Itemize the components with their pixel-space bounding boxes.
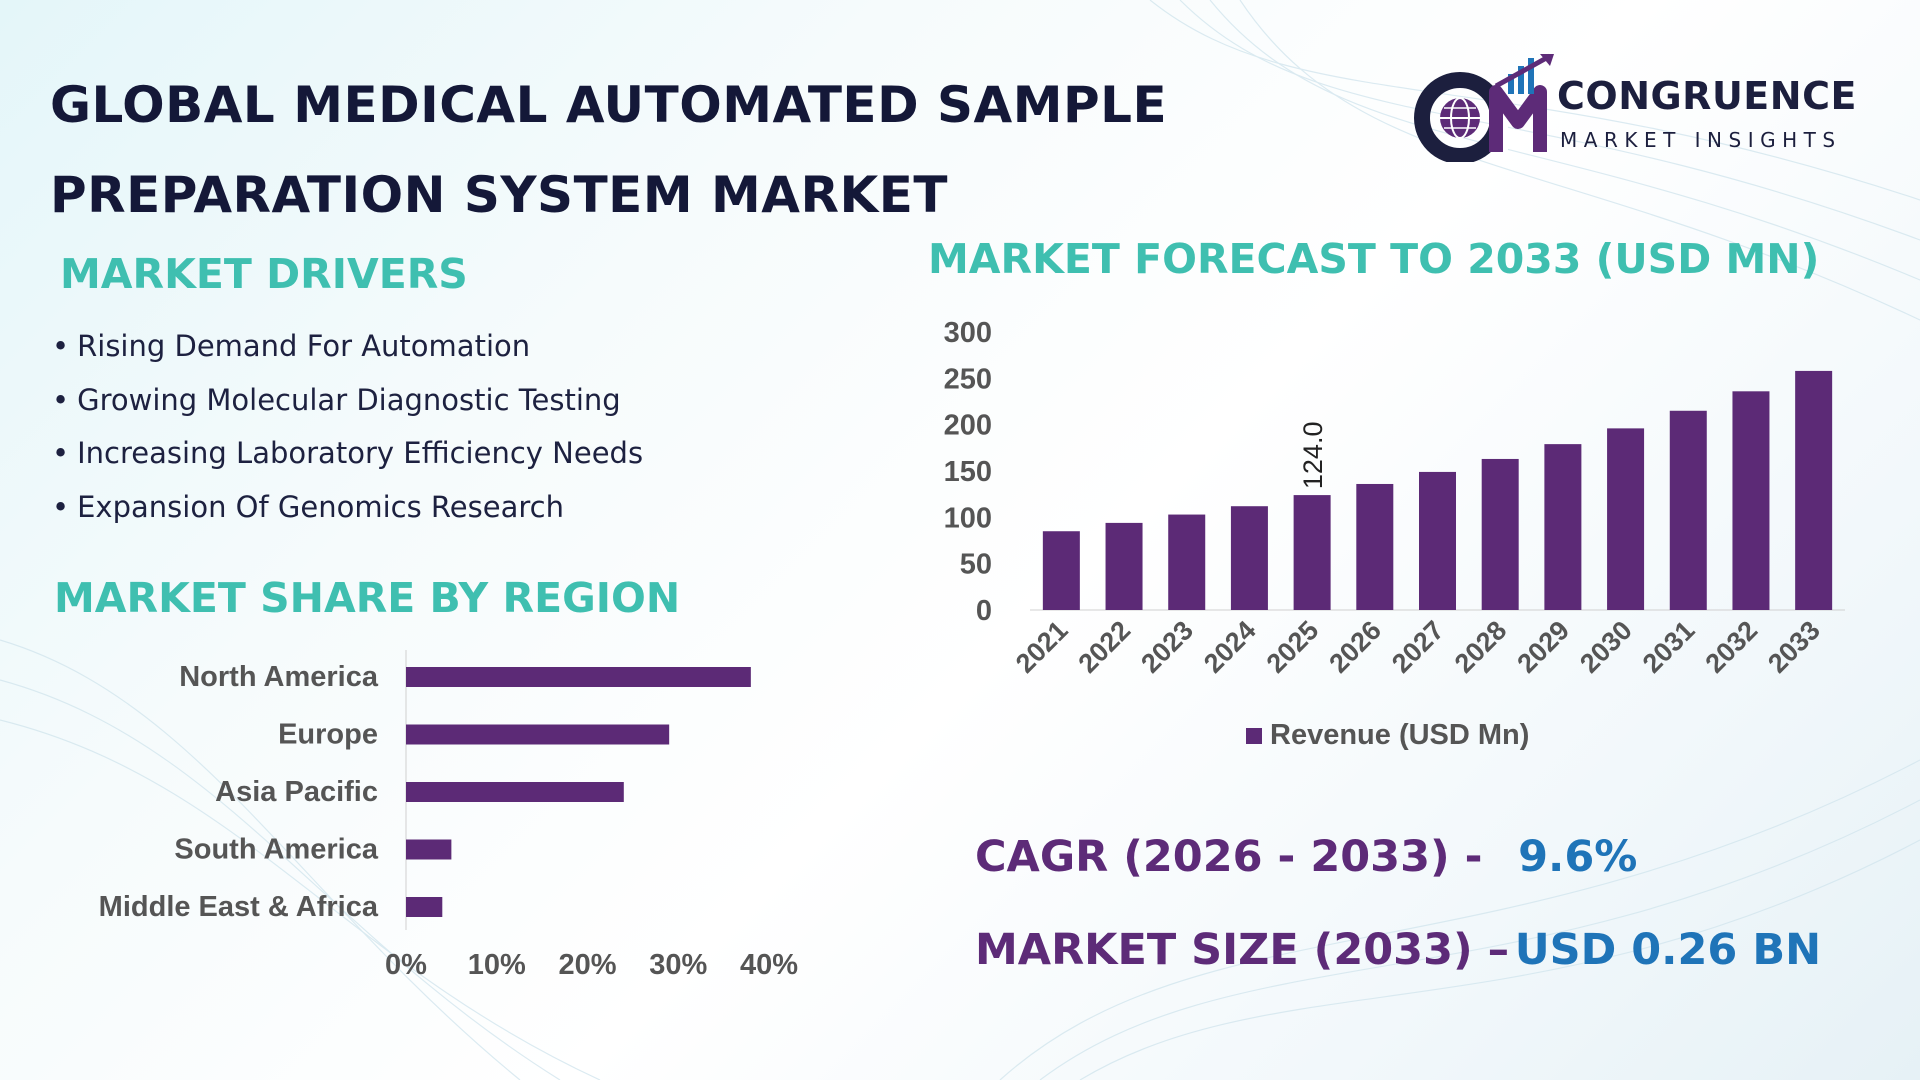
market-size-label: MARKET SIZE (2033) – bbox=[975, 925, 1510, 975]
bullet-point: • bbox=[52, 489, 70, 524]
forecast-category-label: 2032 bbox=[1700, 615, 1764, 679]
forecast-bar bbox=[1481, 458, 1519, 610]
region-share-chart: North America Europe Asia Pacific South Ame… bbox=[99, 650, 798, 981]
region-bar bbox=[406, 667, 751, 687]
drivers-list: • Rising Demand For Automation • Growing M… bbox=[52, 322, 643, 536]
cagr-value: 9.6% bbox=[1518, 832, 1638, 882]
driver-text: Growing Molecular Diagnostic Testing bbox=[77, 382, 621, 417]
region-tick-label: 20% bbox=[558, 949, 616, 981]
bullet-point: • bbox=[52, 329, 70, 363]
forecast-bar bbox=[1419, 471, 1456, 610]
region-bar bbox=[406, 724, 670, 745]
forecast-bar bbox=[1544, 444, 1582, 610]
title-line-1: GLOBAL MEDICAL AUTOMATED SAMPLE bbox=[50, 76, 1168, 134]
forecast-category-label: 2024 bbox=[1198, 615, 1262, 679]
bullet-point: • bbox=[52, 436, 70, 470]
forecast-bar bbox=[1669, 410, 1707, 610]
forecast-category-label: 2023 bbox=[1135, 615, 1199, 679]
forecast-bar bbox=[1732, 391, 1770, 610]
page-title: GLOBAL MEDICAL AUTOMATED SAMPLE PREPARAT… bbox=[50, 60, 1167, 240]
cagr-label: CAGR (2026 - 2033) - bbox=[975, 832, 1483, 882]
region-tick-label: 30% bbox=[649, 949, 707, 981]
region-bar bbox=[406, 839, 452, 860]
driver-item: • Expansion Of Genomics Research bbox=[52, 483, 643, 537]
company-logo bbox=[1414, 53, 1554, 162]
forecast-tick-label: 0 bbox=[976, 595, 992, 627]
market-size-value: USD 0.26 BN bbox=[1514, 925, 1822, 975]
forecast-tick-label: 50 bbox=[960, 549, 992, 581]
forecast-data-label: 124.0 bbox=[1298, 422, 1328, 490]
forecast-heading: MARKET FORECAST TO 2033 (USD MN) bbox=[928, 235, 1820, 283]
globe-growth-arrow-icon bbox=[1414, 53, 1554, 162]
forecast-category-label: 2025 bbox=[1261, 615, 1325, 679]
driver-text: Expansion Of Genomics Research bbox=[77, 489, 564, 524]
forecast-category-label: 2021 bbox=[1010, 615, 1074, 679]
region-category-label: South America bbox=[174, 834, 378, 866]
forecast-category-label: 2033 bbox=[1762, 615, 1826, 679]
region-bar bbox=[406, 782, 624, 802]
legend-swatch bbox=[1246, 728, 1262, 744]
forecast-category-label: 2029 bbox=[1511, 615, 1575, 679]
logo-tagline: MARKET INSIGHTS bbox=[1560, 128, 1842, 152]
forecast-bar bbox=[1105, 522, 1143, 610]
forecast-category-label: 2028 bbox=[1449, 615, 1513, 679]
drivers-heading: MARKET DRIVERS bbox=[60, 250, 468, 298]
title-line-2: PREPARATION SYSTEM MARKET bbox=[50, 166, 948, 224]
driver-item: • Rising Demand For Automation bbox=[52, 322, 643, 376]
forecast-bar bbox=[1230, 506, 1268, 610]
forecast-category-label: 2026 bbox=[1323, 615, 1387, 679]
forecast-bar bbox=[1607, 428, 1645, 610]
region-category-label: North America bbox=[179, 661, 379, 693]
forecast-tick-label: 200 bbox=[944, 410, 992, 442]
logo-name: CONGRUENCE bbox=[1557, 74, 1857, 118]
region-tick-label: 10% bbox=[468, 949, 526, 981]
forecast-tick-label: 250 bbox=[944, 363, 992, 395]
region-bar bbox=[406, 897, 443, 917]
forecast-bar bbox=[1042, 531, 1080, 610]
forecast-bar bbox=[1293, 495, 1331, 610]
forecast-tick-label: 100 bbox=[944, 502, 992, 534]
legend-label: Revenue (USD Mn) bbox=[1270, 719, 1529, 751]
forecast-category-label: 2022 bbox=[1073, 615, 1137, 679]
bullet-point: • bbox=[52, 382, 70, 417]
forecast-revenue-chart: 0501001502002503002021202220232024202520… bbox=[944, 317, 1845, 751]
driver-text: Rising Demand For Automation bbox=[77, 329, 531, 363]
region-tick-label: 40% bbox=[740, 949, 798, 981]
region-category-label: Europe bbox=[278, 719, 378, 751]
cagr-row: CAGR (2026 - 2033) - 9.6% bbox=[975, 832, 1637, 882]
forecast-tick-label: 300 bbox=[944, 317, 992, 349]
region-category-label: Asia Pacific bbox=[215, 776, 378, 808]
forecast-bar bbox=[1356, 483, 1394, 610]
market-size-row: MARKET SIZE (2033) – USD 0.26 BN bbox=[975, 925, 1821, 975]
region-tick-label: 0% bbox=[385, 949, 427, 981]
driver-text: Increasing Laboratory Efficiency Needs bbox=[77, 436, 644, 470]
driver-item: • Increasing Laboratory Efficiency Needs bbox=[52, 429, 643, 483]
forecast-category-label: 2031 bbox=[1637, 615, 1701, 679]
driver-item: • Growing Molecular Diagnostic Testing bbox=[52, 376, 643, 430]
forecast-category-label: 2027 bbox=[1386, 615, 1450, 679]
region-heading: MARKET SHARE BY REGION bbox=[54, 574, 681, 622]
forecast-category-label: 2030 bbox=[1574, 615, 1638, 679]
region-category-label: Middle East & Africa bbox=[99, 891, 379, 923]
forecast-tick-label: 150 bbox=[944, 456, 992, 488]
forecast-bar bbox=[1168, 514, 1206, 610]
forecast-bar bbox=[1795, 370, 1833, 610]
